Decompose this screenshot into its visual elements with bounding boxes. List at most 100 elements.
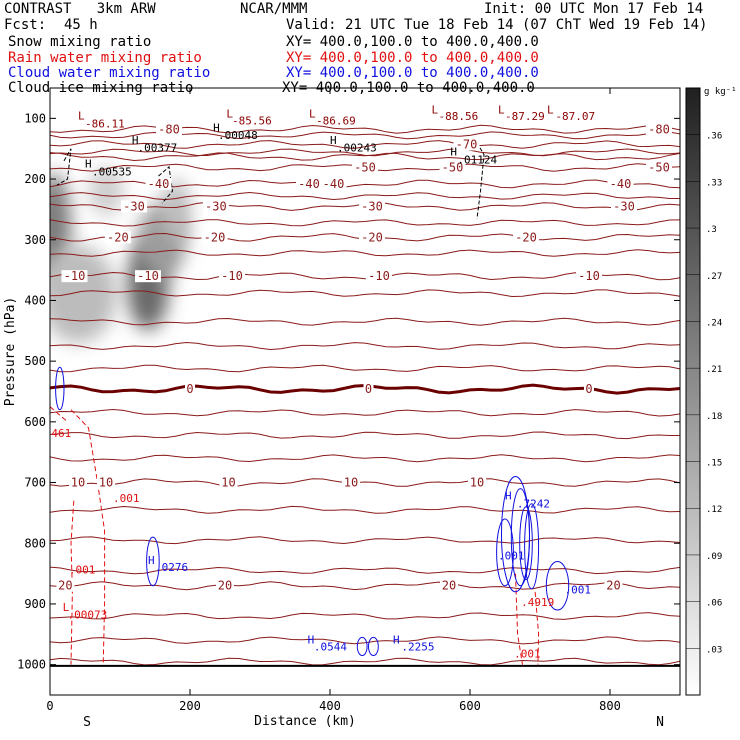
contour-label-bg bbox=[342, 476, 360, 489]
temperature-contour-label: -40 bbox=[610, 177, 632, 191]
snow-blob bbox=[88, 166, 124, 216]
rain-contour bbox=[70, 500, 75, 665]
temperature-contours bbox=[50, 124, 680, 667]
extremum-label: H bbox=[393, 633, 400, 646]
temperature-contour-label: 20 bbox=[606, 579, 620, 593]
contour-label-bg bbox=[359, 200, 385, 213]
extremum-label: .001 bbox=[514, 647, 541, 660]
x-tick-label: 200 bbox=[179, 699, 201, 713]
extremum-label: .2255 bbox=[401, 641, 434, 654]
extremum-label: .0276 bbox=[155, 561, 188, 574]
temperature-contour-label: -70 bbox=[456, 137, 478, 151]
y-tick-label: 700 bbox=[24, 476, 46, 490]
temperature-contour-line bbox=[50, 289, 680, 298]
temperature-contour-line bbox=[50, 152, 680, 162]
temperature-contour-line bbox=[50, 191, 680, 201]
x-tick-label: 400 bbox=[319, 699, 341, 713]
temperature-contour-label: -50 bbox=[648, 161, 670, 175]
y-tick-label: 200 bbox=[24, 172, 46, 186]
legend-rain-label: Rain water mixing ratio bbox=[8, 50, 202, 66]
colorbar-tick-label: .15 bbox=[706, 459, 722, 469]
extremum-label: L bbox=[309, 108, 316, 121]
extremum-label: H bbox=[213, 122, 220, 135]
temperature-contour-label: -30 bbox=[205, 199, 227, 213]
contour-label-bg bbox=[219, 270, 245, 283]
extremum-label: .001 bbox=[113, 492, 140, 505]
cloud-water-contour bbox=[545, 560, 570, 611]
extremum-label: H bbox=[505, 490, 512, 503]
temperature-contour-line bbox=[50, 364, 680, 373]
contour-label-bg bbox=[97, 476, 115, 489]
y-axis-label: Pressure (hPa) bbox=[3, 297, 18, 407]
temperature-contour-label: -80 bbox=[158, 122, 180, 136]
cloud-water-contours bbox=[55, 366, 570, 657]
rain-contour bbox=[50, 406, 68, 423]
temperature-contour-label: -10 bbox=[64, 269, 86, 283]
snow-blob bbox=[50, 245, 117, 343]
temperature-contour-label: 0 bbox=[186, 382, 193, 396]
org-label: NCAR/MMM bbox=[240, 1, 308, 17]
extremum-label: H bbox=[308, 633, 315, 646]
colorbar-tick-label: .03 bbox=[706, 645, 722, 655]
x-tick-label: 0 bbox=[46, 699, 53, 713]
contour-label-bg bbox=[135, 270, 161, 283]
contour-label-bg bbox=[584, 383, 594, 396]
temperature-contour-label: 20 bbox=[442, 579, 456, 593]
contour-label-bg bbox=[216, 579, 234, 592]
extremum-label: H bbox=[132, 134, 139, 147]
temperature-contour-line bbox=[50, 505, 680, 514]
snow-blob bbox=[162, 179, 190, 240]
extremum-label: .001 bbox=[69, 564, 96, 577]
cloud-water-contour bbox=[356, 636, 368, 657]
temperature-contour-label: 10 bbox=[71, 476, 85, 490]
temperature-contour-label: 0 bbox=[585, 382, 592, 396]
temperature-contour-label: -50 bbox=[354, 161, 376, 175]
extremum-label: L bbox=[432, 103, 439, 116]
temperature-contour-label: -20 bbox=[204, 230, 226, 244]
extremum-label: -88.56 bbox=[439, 110, 479, 123]
contour-label-bg bbox=[156, 123, 182, 136]
contour-label-bg bbox=[201, 231, 228, 244]
y-tick-label: 600 bbox=[24, 415, 46, 429]
extremum-label: .7242 bbox=[517, 497, 550, 510]
temperature-contour-label: -20 bbox=[361, 230, 383, 244]
snow-shading-layer bbox=[50, 166, 190, 343]
rain-contour bbox=[70, 409, 106, 665]
cloud-water-contour bbox=[519, 506, 533, 581]
temperature-contour-label: -40 bbox=[148, 177, 170, 191]
rain-contour bbox=[534, 591, 540, 665]
cloud-water-contour bbox=[368, 636, 379, 657]
contour-label-bg bbox=[121, 200, 147, 213]
y-tick-label: 900 bbox=[24, 597, 46, 611]
temperature-contour-label: -10 bbox=[221, 269, 243, 283]
colorbar-tick-label: .06 bbox=[706, 599, 722, 609]
contour-label-bg bbox=[104, 231, 131, 244]
contour-label-bg bbox=[363, 383, 374, 396]
temperature-contour-label: 10 bbox=[344, 476, 358, 490]
temperature-contour-label: -10 bbox=[137, 269, 159, 283]
contour-label-bg bbox=[219, 476, 238, 489]
contour-label-bg bbox=[366, 270, 392, 283]
legend-snow-label: Snow mixing ratio bbox=[8, 34, 152, 50]
extremum-label: H bbox=[450, 145, 457, 158]
y-tick-label: 1000 bbox=[17, 658, 46, 672]
extremum-label: .00073 bbox=[68, 609, 108, 622]
contour-label-bg bbox=[453, 138, 480, 151]
contour-label-bg bbox=[439, 161, 466, 174]
contour-label-bg bbox=[352, 161, 378, 174]
rain-contour bbox=[515, 573, 523, 665]
temperature-contour-line bbox=[50, 454, 680, 463]
legend-rain-xy: XY= 400.0,100.0 to 400.0,400.0 bbox=[286, 50, 539, 66]
extremum-label: .001 bbox=[565, 584, 592, 597]
cloud-water-contour bbox=[55, 366, 65, 411]
fcst-value: 45 h bbox=[64, 17, 98, 33]
temperature-contour-label: -50 bbox=[442, 161, 464, 175]
colorbar-tick-label: .18 bbox=[706, 412, 722, 422]
colorbar-tick-label: .12 bbox=[706, 505, 722, 515]
temperature-contour-line bbox=[50, 179, 680, 189]
colorbar-tick-label: .27 bbox=[706, 272, 722, 282]
colorbar-tick-label: .09 bbox=[706, 552, 722, 562]
contour-labels: -80 -80-70-50 -50 -50-40 -40 -40 -40-30 -30 -30-… bbox=[51, 103, 672, 660]
contour-label-bg bbox=[576, 270, 602, 283]
temperature-contour-line bbox=[50, 124, 680, 134]
